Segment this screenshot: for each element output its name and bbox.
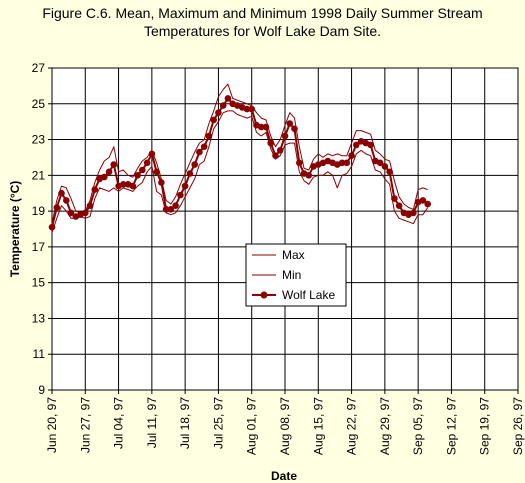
data-point-wolf-lake: [186, 170, 194, 177]
x-tick-label: Jul 11, 97: [145, 397, 159, 448]
data-point-wolf-lake: [205, 132, 213, 140]
data-point-wolf-lake: [167, 206, 175, 213]
data-point-wolf-lake: [367, 141, 374, 149]
data-point-wolf-lake: [191, 161, 198, 168]
data-point-wolf-lake: [162, 206, 170, 213]
chart-title-line-1: Figure C.6. Mean, Maximum and Minimum 19…: [42, 5, 483, 21]
data-point-wolf-lake: [267, 139, 275, 147]
data-point-wolf-lake: [86, 202, 94, 209]
x-tick-label: Aug 01, 97: [245, 397, 259, 455]
data-point-wolf-lake: [82, 209, 89, 217]
data-point-wolf-lake: [200, 143, 208, 150]
y-tick-label: 25: [32, 97, 46, 111]
data-point-wolf-lake: [386, 168, 393, 176]
data-point-wolf-lake: [67, 209, 75, 217]
x-tick-label: Jul 25, 97: [211, 397, 225, 449]
x-axis-label: Date: [271, 469, 297, 483]
chart-title: Figure C.6. Mean, Maximum and Minimum 19…: [0, 4, 525, 40]
y-tick-label: 23: [32, 133, 46, 147]
data-point-wolf-lake: [91, 186, 99, 193]
x-tick-label: Aug 22, 97: [345, 397, 359, 455]
data-point-wolf-lake: [58, 189, 65, 197]
x-tick-label: Sep 26, 97: [511, 397, 525, 455]
data-point-wolf-lake: [143, 159, 151, 167]
legend-marker-wolf-lake: [260, 291, 268, 299]
data-point-wolf-lake: [158, 179, 165, 186]
data-point-wolf-lake: [281, 132, 289, 140]
y-tick-label: 13: [32, 311, 46, 325]
data-point-wolf-lake: [148, 150, 156, 158]
y-tick-label: 19: [32, 204, 46, 218]
y-tick-label: 21: [32, 168, 46, 182]
series-line-min: [51, 110, 429, 233]
y-tick-label: 9: [38, 383, 45, 397]
data-point-wolf-lake: [272, 152, 279, 159]
data-point-wolf-lake: [53, 204, 61, 211]
x-tick-label: Jul 18, 97: [178, 397, 192, 449]
x-tick-label: Jun 27, 97: [78, 397, 92, 453]
x-tick-label: Aug 29, 97: [378, 397, 392, 455]
data-point-wolf-lake: [172, 202, 179, 209]
y-axis: 9 11 13 15 17 19 21 23 25 27: [32, 61, 52, 397]
data-point-wolf-lake: [134, 172, 141, 179]
data-point-wolf-lake: [210, 116, 217, 124]
data-point-wolf-lake: [48, 223, 56, 231]
legend: Max Min Wolf Lake: [245, 243, 347, 307]
data-point-wolf-lake: [305, 172, 313, 179]
data-point-wolf-lake: [243, 105, 251, 113]
data-point-wolf-lake: [276, 147, 284, 154]
data-point-wolf-lake: [343, 159, 351, 167]
data-point-wolf-lake: [391, 195, 398, 202]
y-tick-label: 15: [32, 276, 46, 290]
data-point-wolf-lake: [419, 197, 427, 204]
data-point-wolf-lake: [224, 95, 232, 102]
y-axis-label: Temperature (°C): [8, 181, 22, 278]
data-point-wolf-lake: [248, 105, 255, 113]
x-tick-label: Sep 05, 97: [411, 397, 425, 455]
data-point-wolf-lake: [105, 168, 113, 176]
x-tick-label: Sep 19, 97: [478, 397, 492, 455]
y-tick-label: 27: [32, 61, 46, 75]
data-point-wolf-lake: [101, 173, 108, 181]
data-point-wolf-lake: [215, 109, 222, 116]
data-point-wolf-lake: [181, 182, 189, 190]
series-line-max: [51, 83, 428, 224]
series-group: [48, 83, 432, 233]
data-point-wolf-lake: [376, 159, 384, 167]
data-point-wolf-lake: [257, 123, 265, 131]
x-tick-label: Jun 20, 97: [45, 397, 59, 453]
data-point-wolf-lake: [410, 209, 417, 217]
x-tick-label: Sep 12, 97: [444, 397, 458, 455]
x-tick-label: Aug 08, 97: [278, 397, 292, 455]
data-point-wolf-lake: [177, 191, 184, 199]
data-point-wolf-lake: [196, 148, 203, 156]
chart-title-line-2: Temperatures for Wolf Lake Dam Site.: [143, 23, 382, 39]
x-axis: Jun 20, 97 Jun 27, 97 Jul 04, 97 Jul 11, 97…: [45, 390, 525, 455]
data-point-wolf-lake: [381, 163, 389, 170]
x-tick-label: Aug 15, 97: [311, 397, 325, 455]
data-point-wolf-lake: [139, 166, 146, 174]
y-tick-label: 11: [33, 347, 46, 361]
data-point-wolf-lake: [395, 202, 403, 209]
data-point-wolf-lake: [110, 161, 118, 168]
data-point-wolf-lake: [262, 123, 270, 131]
y-tick-label: 17: [32, 240, 46, 254]
data-point-wolf-lake: [353, 141, 360, 149]
data-point-wolf-lake: [120, 181, 127, 188]
data-point-wolf-lake: [286, 120, 294, 127]
legend-label-max: Max: [282, 248, 305, 262]
data-point-wolf-lake: [296, 159, 303, 167]
data-point-wolf-lake: [129, 182, 137, 190]
data-point-wolf-lake: [153, 168, 160, 176]
data-point-wolf-lake: [338, 159, 346, 167]
data-point-wolf-lake: [219, 102, 227, 109]
x-tick-label: Jul 04, 97: [112, 397, 126, 449]
legend-label-wolf-lake: Wolf Lake: [282, 288, 335, 302]
data-point-wolf-lake: [348, 152, 355, 159]
legend-label-min: Min: [282, 268, 301, 282]
data-point-wolf-lake: [291, 125, 298, 133]
data-point-wolf-lake: [63, 197, 70, 204]
data-point-wolf-lake: [424, 200, 432, 208]
